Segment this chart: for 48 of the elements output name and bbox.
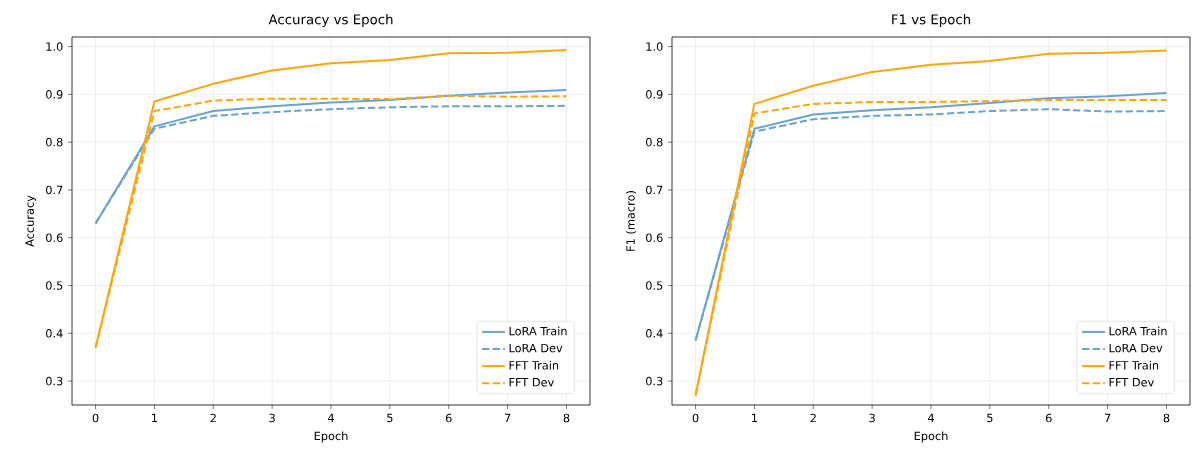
x-tick-label: 7 <box>504 413 511 422</box>
legend-label: FFT Dev <box>1109 378 1154 387</box>
y-tick-label: 0.4 <box>46 329 63 338</box>
x-tick-label: 1 <box>152 413 157 422</box>
y-tick-label: 0.6 <box>646 233 663 243</box>
x-tick-label: 8 <box>563 413 570 423</box>
x-tick-label: 0 <box>692 413 699 423</box>
legend-label: FFT Train <box>1109 360 1159 370</box>
y-axis-title: F1 (macro) <box>626 191 637 251</box>
x-tick-label: 3 <box>869 413 875 423</box>
x-tick-label: 0 <box>92 413 99 423</box>
y-tick-label: 1.0 <box>46 42 63 51</box>
legend-label: LoRA Dev <box>509 343 563 353</box>
x-tick-label: 1 <box>752 413 757 422</box>
x-axis-title: Epoch <box>314 431 348 443</box>
y-tick-label: 0.4 <box>646 329 663 338</box>
y-tick-label: 0.8 <box>646 137 663 147</box>
y-tick-label: 0.5 <box>646 281 663 290</box>
y-tick-label: 0.3 <box>646 376 663 386</box>
legend-label: LoRA Dev <box>1109 343 1163 353</box>
y-tick-label: 1.0 <box>646 42 663 51</box>
y-tick-label: 0.8 <box>46 137 63 147</box>
x-tick-label: 6 <box>1045 413 1052 423</box>
y-tick-label: 0.3 <box>46 376 63 386</box>
y-tick-label: 0.9 <box>46 90 63 99</box>
x-tick-label: 2 <box>810 413 816 423</box>
y-tick-label: 0.7 <box>46 185 63 195</box>
x-tick-label: 2 <box>210 413 216 423</box>
chart-title: Accuracy vs Epoch <box>268 14 393 27</box>
legend-label: FFT Train <box>509 360 559 370</box>
legend-label: LoRA Train <box>509 326 567 336</box>
legend-label: FFT Dev <box>509 378 554 387</box>
x-tick-label: 7 <box>1104 413 1111 422</box>
y-tick-label: 0.7 <box>646 185 663 195</box>
x-tick-label: 4 <box>327 413 334 422</box>
x-tick-label: 6 <box>445 413 452 423</box>
x-tick-label: 8 <box>1163 413 1170 423</box>
y-tick-label: 0.5 <box>46 281 63 290</box>
x-tick-label: 5 <box>987 413 993 423</box>
y-tick-label: 0.6 <box>46 233 63 243</box>
x-tick-label: 5 <box>387 413 393 423</box>
x-tick-label: 4 <box>927 413 934 422</box>
y-axis-title: Accuracy <box>25 195 37 247</box>
chart-title: F1 vs Epoch <box>892 14 971 27</box>
y-tick-label: 0.9 <box>646 90 663 99</box>
legend-label: LoRA Train <box>1109 326 1167 336</box>
x-tick-label: 3 <box>269 413 275 423</box>
x-axis-title: Epoch <box>914 431 948 443</box>
